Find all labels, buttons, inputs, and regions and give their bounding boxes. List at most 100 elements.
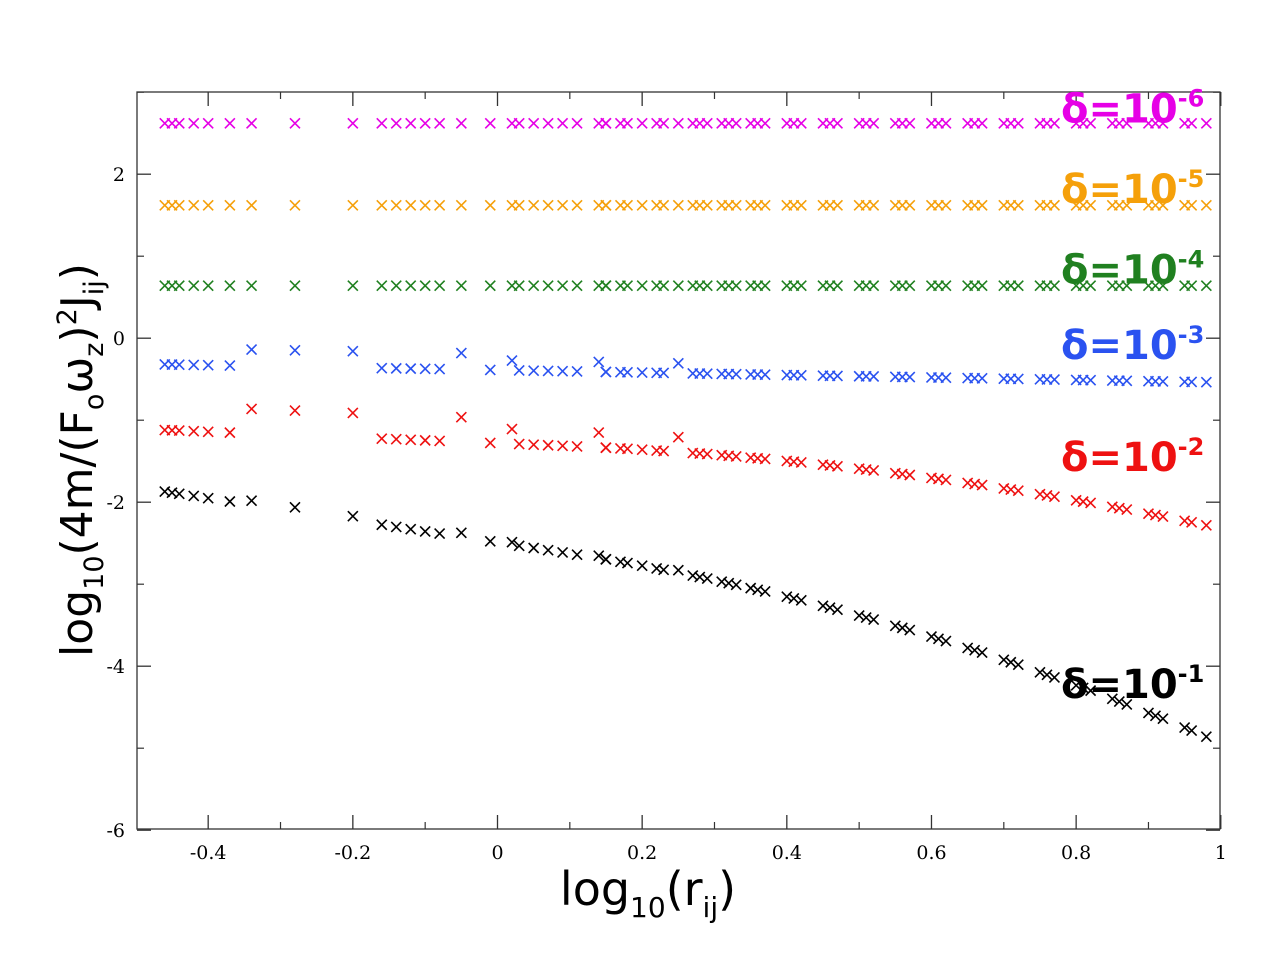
data-point — [1121, 280, 1133, 292]
data-point — [1048, 671, 1061, 683]
data-point — [202, 492, 214, 504]
data-point — [1121, 698, 1133, 710]
data-point — [976, 199, 988, 211]
series-labels: δ=10-6 δ=10-5 δ=10-4 δ=10-3 δ=10-2 δ=10-1 — [1061, 85, 1204, 709]
plot-frame — [136, 91, 1221, 830]
data-point — [455, 347, 467, 359]
data-point — [701, 572, 713, 585]
data-point — [600, 553, 612, 565]
data-point — [730, 280, 742, 292]
data-point — [1186, 117, 1198, 129]
data-point — [434, 363, 446, 375]
data-point — [781, 591, 793, 603]
data-point — [376, 280, 388, 292]
data-point — [658, 564, 670, 576]
data-point — [1106, 693, 1118, 705]
data-point — [571, 117, 583, 129]
data-point — [1085, 374, 1097, 386]
data-point — [289, 199, 301, 211]
series-6-points — [159, 485, 1212, 743]
y-tick-label: 0 — [113, 328, 125, 350]
data-point — [188, 425, 200, 437]
x-axis-title-close: ) — [718, 862, 736, 916]
data-point — [1121, 375, 1133, 387]
data-point — [1070, 494, 1082, 506]
data-point — [528, 199, 540, 211]
data-point — [347, 117, 359, 129]
data-point — [716, 576, 728, 588]
data-point — [513, 540, 525, 552]
data-point — [434, 435, 446, 447]
data-point — [557, 440, 569, 452]
data-point — [636, 280, 648, 292]
data-point — [542, 280, 554, 292]
data-point — [621, 280, 634, 292]
data-point — [940, 117, 952, 129]
data-point — [687, 569, 699, 582]
data-point — [376, 519, 388, 531]
data-point — [405, 199, 417, 211]
data-point — [202, 280, 214, 292]
data-point — [1070, 679, 1082, 691]
series-4-points — [159, 343, 1212, 388]
data-point — [528, 365, 540, 377]
data-point — [701, 368, 713, 380]
data-point — [455, 199, 467, 211]
data-point — [621, 366, 634, 378]
data-point — [1200, 117, 1212, 129]
data-point — [1034, 666, 1046, 678]
data-point — [889, 620, 901, 632]
data-point — [434, 528, 446, 540]
data-point — [419, 280, 431, 292]
data-point — [455, 280, 467, 292]
data-point — [672, 117, 684, 129]
data-point — [347, 407, 359, 419]
series-label: δ=10-3 — [1061, 321, 1204, 369]
data-point — [188, 117, 200, 129]
data-point — [672, 199, 684, 211]
data-point — [868, 613, 880, 626]
data-point — [542, 117, 554, 129]
data-point — [1157, 510, 1169, 523]
data-point — [246, 117, 258, 129]
data-point — [621, 199, 634, 211]
data-point — [1157, 117, 1169, 129]
data-point — [976, 372, 988, 384]
x-axis-title-base-sub: 10 — [630, 891, 666, 924]
data-point — [376, 433, 388, 445]
data-point — [557, 199, 569, 211]
data-point — [600, 442, 612, 454]
data-point — [1200, 199, 1212, 211]
data-point — [730, 450, 742, 462]
y-axis-title-j-sub: ij — [79, 280, 110, 295]
data-point — [1121, 503, 1133, 516]
data-point — [600, 117, 612, 129]
x-tick-label: 0.2 — [627, 842, 657, 864]
data-point — [1179, 722, 1191, 734]
data-point — [513, 117, 525, 129]
data-point — [1200, 280, 1212, 292]
data-point — [542, 199, 554, 211]
data-point — [1157, 713, 1169, 725]
data-point — [434, 199, 446, 211]
data-point — [405, 523, 417, 535]
data-point — [455, 117, 467, 129]
data-point — [904, 280, 916, 292]
data-point — [528, 542, 540, 554]
data-point — [672, 564, 684, 576]
data-point — [484, 117, 496, 129]
data-point — [202, 359, 214, 371]
x-tick-labels: -0.4 -0.2 0 0.2 0.4 0.6 0.8 1 — [190, 842, 1227, 864]
x-tick-label: 1 — [1215, 842, 1227, 864]
data-point — [795, 456, 807, 468]
data-point — [831, 460, 844, 472]
data-point — [1200, 376, 1212, 388]
data-point — [246, 343, 258, 356]
data-point — [940, 635, 952, 647]
data-point — [636, 444, 648, 456]
y-tick-label: 2 — [113, 164, 125, 186]
data-point — [1012, 117, 1024, 129]
data-point — [484, 199, 496, 211]
y-axis-title-open: (4m/(F — [52, 410, 103, 555]
data-point — [1142, 508, 1155, 520]
